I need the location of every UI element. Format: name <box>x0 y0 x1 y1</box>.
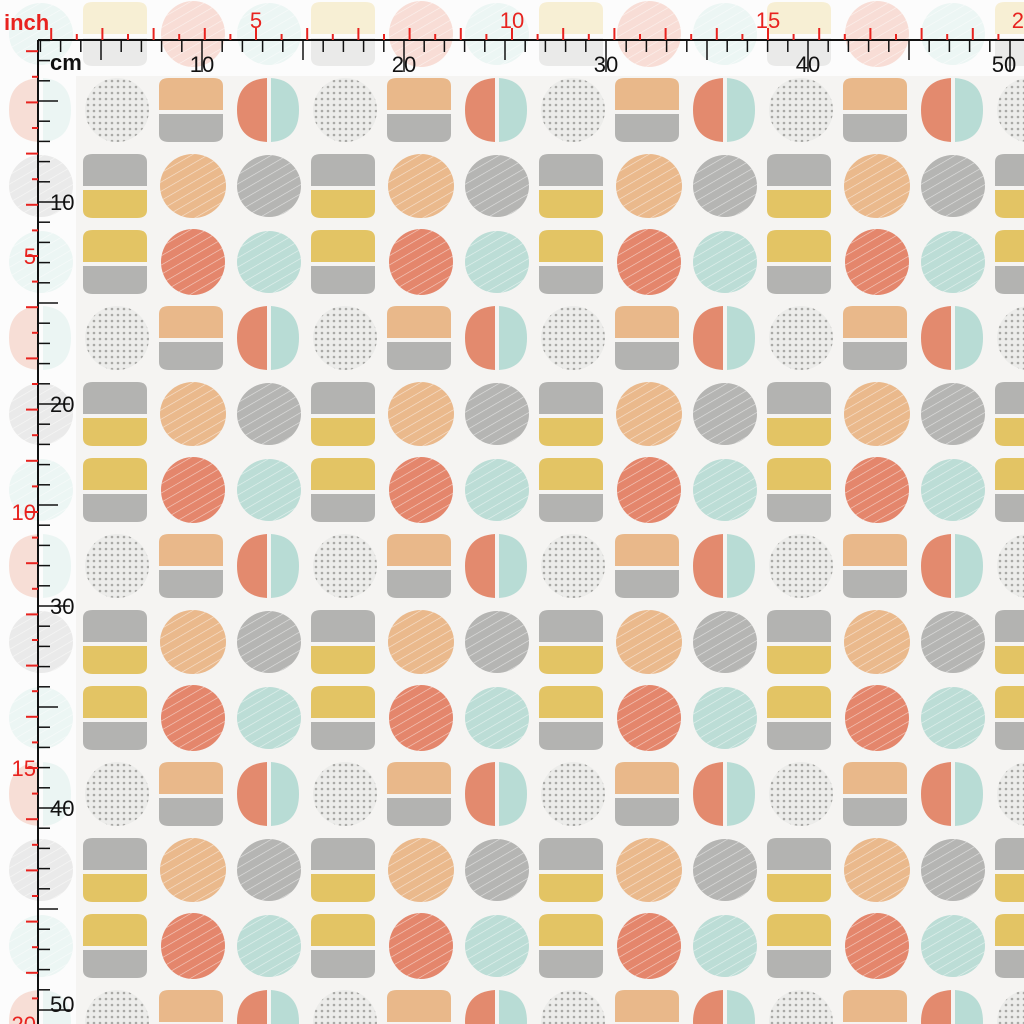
inch-unit: inch <box>4 10 49 35</box>
cm-label: 10 <box>50 190 74 215</box>
cm-unit: cm <box>50 50 82 75</box>
inch-label: 20 <box>12 1012 36 1024</box>
inch-label: 15 <box>756 8 780 33</box>
cm-label: 20 <box>392 52 416 77</box>
ruler-ticks <box>26 28 1011 1011</box>
cm-label: 40 <box>796 52 820 77</box>
cm-label: 30 <box>50 594 74 619</box>
cm-label: 10 <box>190 52 214 77</box>
cm-label: 50 <box>992 52 1016 77</box>
inch-label: 5 <box>250 8 262 33</box>
cm-label: 30 <box>594 52 618 77</box>
cm-label: 40 <box>50 796 74 821</box>
cm-label: 20 <box>50 392 74 417</box>
inch-label: 20 <box>1012 8 1024 33</box>
inch-label: 10 <box>500 8 524 33</box>
inch-label: 5 <box>24 244 36 269</box>
cm-label: 50 <box>50 992 74 1017</box>
inch-label: 10 <box>12 500 36 525</box>
inch-label: 15 <box>12 756 36 781</box>
